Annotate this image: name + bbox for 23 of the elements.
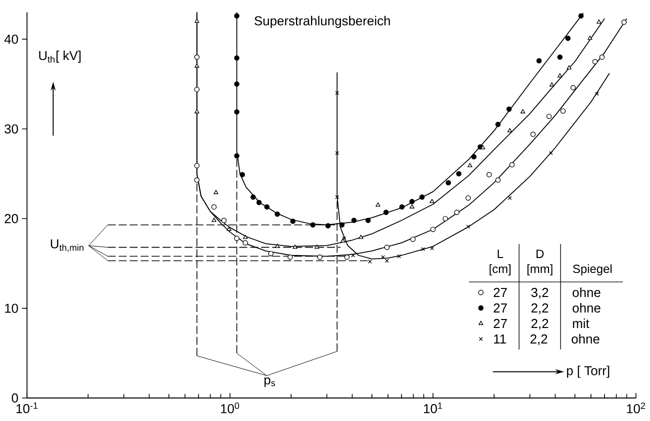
x-tick-label: 10$^{2}$ (627, 402, 646, 414)
y-tick-label: 20 (4, 214, 18, 224)
annotation: Superstrahlungsbereich (254, 16, 390, 28)
y-tick-label: 30 (4, 124, 18, 134)
legend-label: 27 3,2 ohne (494, 288, 600, 299)
annotation: [mm] (527, 264, 552, 276)
annotation: Spiegel (573, 264, 612, 276)
x-tick-label: 10$^{-1}$ (16, 402, 38, 414)
annotation: [cm] (490, 264, 511, 276)
annotation: L (498, 250, 504, 258)
legend-label: 27 2,2 mit (494, 318, 590, 330)
x-tick-label: 10$^{1}$ (424, 402, 442, 414)
y-tick-label: 40 (4, 34, 18, 44)
annotation: U$_{th,min}$ (50, 239, 84, 252)
legend-label: 27 2,2 ohne (494, 303, 600, 314)
annotation: p$_{s}$ (264, 377, 276, 387)
y-tick-label: 0 (12, 393, 18, 403)
y-axis-title: U$_{th}$[ kV] (39, 50, 81, 63)
x-tick-label: 10$^{0}$ (221, 402, 240, 414)
y-tick-label: 10 (5, 304, 18, 313)
x-axis-title: p [ Torr] (566, 366, 610, 378)
legend-label: 11 2,2 ohne (494, 334, 600, 346)
annotation: D (536, 250, 544, 258)
